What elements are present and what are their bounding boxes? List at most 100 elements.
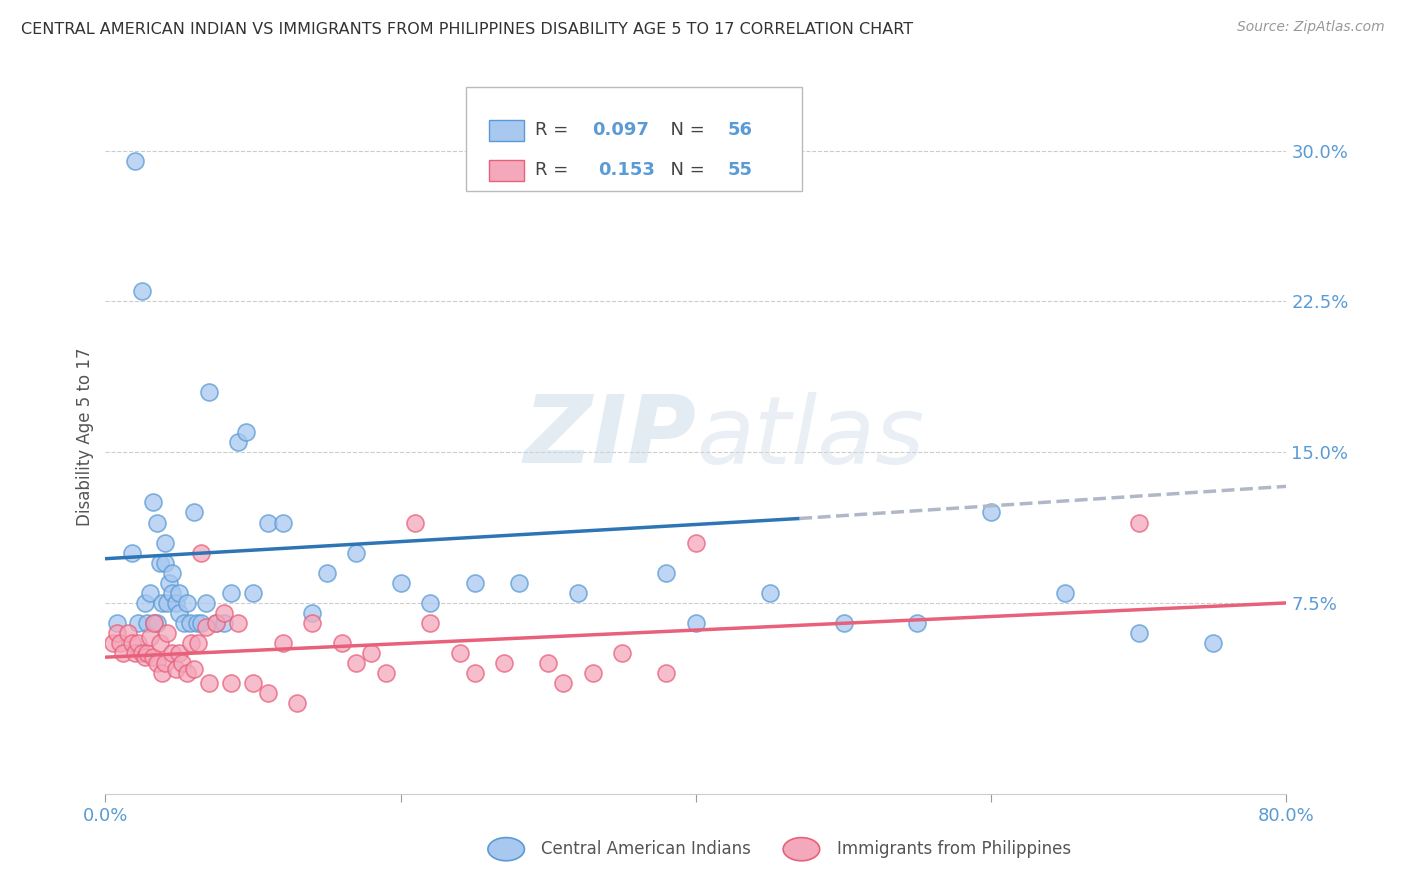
Point: [219, 676, 242, 690]
Text: 0.153: 0.153: [598, 161, 655, 179]
Text: atlas: atlas: [696, 392, 924, 483]
FancyBboxPatch shape: [465, 87, 803, 191]
Point: [315, 566, 337, 580]
Text: 56: 56: [728, 121, 752, 139]
Point: [186, 615, 208, 630]
FancyBboxPatch shape: [489, 120, 523, 141]
Point: [169, 586, 191, 600]
Point: [112, 646, 135, 660]
Point: [110, 636, 132, 650]
Point: [135, 646, 157, 660]
Point: [330, 636, 353, 650]
Point: [832, 615, 855, 630]
Point: [169, 606, 191, 620]
Point: [190, 615, 212, 630]
Point: [172, 657, 194, 671]
Text: Immigrants from Philippines: Immigrants from Philippines: [837, 840, 1071, 858]
Point: [346, 546, 368, 560]
Point: [156, 626, 179, 640]
Point: [146, 657, 169, 671]
Point: [165, 662, 187, 676]
Point: [685, 615, 707, 630]
Text: 0.097: 0.097: [592, 121, 650, 139]
Point: [187, 636, 209, 650]
Point: [219, 586, 242, 600]
Point: [165, 596, 187, 610]
Point: [419, 596, 441, 610]
Point: [160, 586, 183, 600]
Point: [301, 615, 323, 630]
Point: [242, 586, 264, 600]
Point: [160, 566, 183, 580]
Text: R =: R =: [536, 121, 574, 139]
Point: [242, 676, 264, 690]
Text: N =: N =: [659, 161, 711, 179]
Text: Central American Indians: Central American Indians: [541, 840, 751, 858]
Text: ZIP: ZIP: [523, 391, 696, 483]
Point: [212, 615, 235, 630]
Point: [685, 535, 707, 549]
Point: [143, 615, 166, 630]
Point: [567, 586, 589, 600]
Text: Source: ZipAtlas.com: Source: ZipAtlas.com: [1237, 20, 1385, 34]
Point: [256, 686, 278, 700]
Point: [194, 596, 217, 610]
Point: [271, 516, 294, 530]
Point: [226, 615, 250, 630]
Point: [138, 630, 162, 644]
Point: [190, 546, 212, 560]
Point: [205, 615, 228, 630]
Point: [173, 615, 195, 630]
Point: [655, 566, 678, 580]
Point: [464, 575, 486, 590]
Point: [131, 646, 153, 660]
Point: [1201, 636, 1223, 650]
Point: [301, 606, 323, 620]
Point: [374, 666, 398, 681]
Point: [134, 650, 156, 665]
Point: [610, 646, 633, 660]
Point: [131, 285, 153, 299]
Point: [205, 615, 228, 630]
Point: [135, 615, 157, 630]
Point: [153, 657, 176, 671]
Point: [492, 657, 515, 671]
Point: [149, 556, 172, 570]
Point: [537, 657, 560, 671]
Y-axis label: Disability Age 5 to 17: Disability Age 5 to 17: [76, 348, 94, 526]
Point: [197, 676, 219, 690]
Point: [212, 606, 235, 620]
Point: [346, 657, 368, 671]
Point: [464, 666, 486, 681]
Point: [194, 620, 217, 634]
Point: [121, 546, 143, 560]
Point: [905, 615, 928, 630]
Point: [419, 615, 441, 630]
Point: [183, 506, 205, 520]
Point: [156, 596, 179, 610]
Point: [197, 384, 219, 399]
Point: [150, 596, 173, 610]
Point: [508, 575, 530, 590]
Point: [389, 575, 412, 590]
Text: N =: N =: [659, 121, 711, 139]
Point: [160, 646, 183, 660]
Point: [138, 586, 162, 600]
Point: [149, 636, 172, 650]
Point: [271, 636, 294, 650]
Point: [153, 556, 176, 570]
Point: [143, 615, 166, 630]
Text: R =: R =: [536, 161, 581, 179]
Point: [101, 636, 124, 650]
Point: [581, 666, 603, 681]
Text: 55: 55: [728, 161, 752, 179]
Point: [360, 646, 382, 660]
Point: [121, 636, 143, 650]
Point: [551, 676, 574, 690]
Point: [146, 615, 169, 630]
Point: [235, 425, 257, 439]
Point: [180, 636, 202, 650]
Point: [183, 662, 205, 676]
Point: [176, 596, 198, 610]
Point: [980, 506, 1002, 520]
